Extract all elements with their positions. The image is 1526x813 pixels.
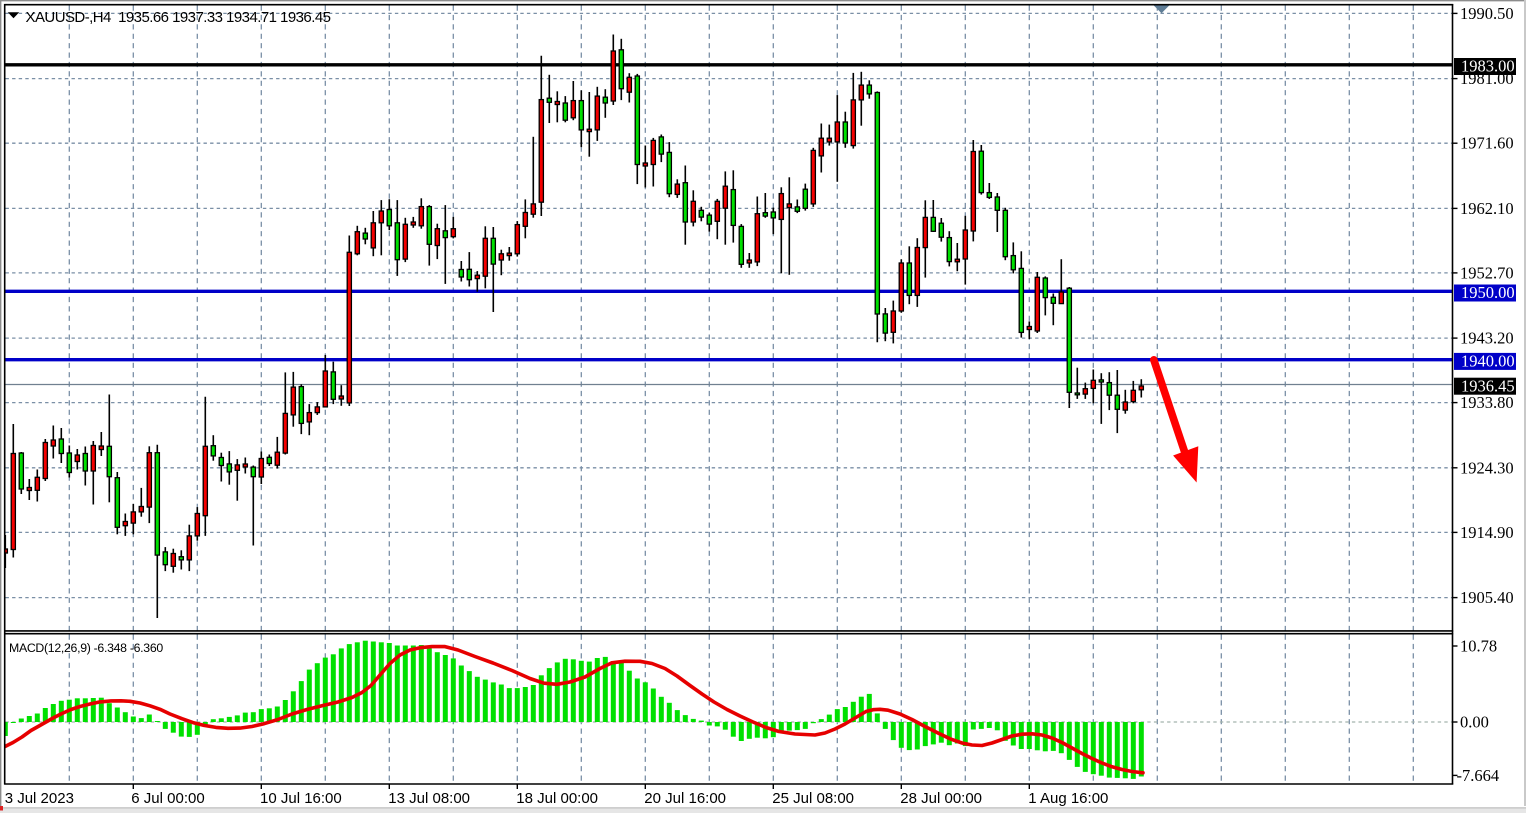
svg-text:10.78: 10.78	[1460, 637, 1497, 656]
svg-text:1943.20: 1943.20	[1460, 329, 1514, 348]
svg-text:1950.00: 1950.00	[1461, 283, 1515, 302]
svg-text:13 Jul 08:00: 13 Jul 08:00	[388, 790, 470, 807]
svg-text:28 Jul 00:00: 28 Jul 00:00	[900, 790, 982, 807]
svg-text:6 Jul 00:00: 6 Jul 00:00	[131, 790, 204, 807]
svg-text:0.00: 0.00	[1460, 713, 1489, 732]
svg-text:3 Jul 2023: 3 Jul 2023	[5, 790, 74, 807]
svg-text:1905.40: 1905.40	[1460, 588, 1514, 607]
svg-text:1933.80: 1933.80	[1460, 393, 1514, 412]
svg-text:25 Jul 08:00: 25 Jul 08:00	[772, 790, 854, 807]
svg-text:-7.664: -7.664	[1457, 766, 1500, 785]
svg-text:1 Aug 16:00: 1 Aug 16:00	[1028, 790, 1108, 807]
svg-text:1924.30: 1924.30	[1460, 458, 1514, 477]
svg-text:1940.00: 1940.00	[1461, 352, 1515, 371]
svg-text:1914.90: 1914.90	[1460, 523, 1514, 542]
svg-text:1962.10: 1962.10	[1460, 199, 1514, 218]
svg-text:MACD(12,26,9) -6.348 -6.360: MACD(12,26,9) -6.348 -6.360	[9, 641, 163, 655]
svg-text:1971.60: 1971.60	[1460, 134, 1514, 153]
svg-text:XAUUSD-,H4 1935.66 1937.33 19: XAUUSD-,H4 1935.66 1937.33 1934.71 1936.…	[26, 9, 331, 26]
svg-text:1936.45: 1936.45	[1461, 376, 1515, 395]
svg-text:10 Jul 16:00: 10 Jul 16:00	[260, 790, 342, 807]
svg-text:1983.00: 1983.00	[1461, 57, 1515, 76]
svg-text:1952.70: 1952.70	[1460, 263, 1514, 282]
svg-text:18 Jul 00:00: 18 Jul 00:00	[516, 790, 598, 807]
svg-text:1990.50: 1990.50	[1460, 4, 1514, 23]
svg-text:20 Jul 16:00: 20 Jul 16:00	[644, 790, 726, 807]
